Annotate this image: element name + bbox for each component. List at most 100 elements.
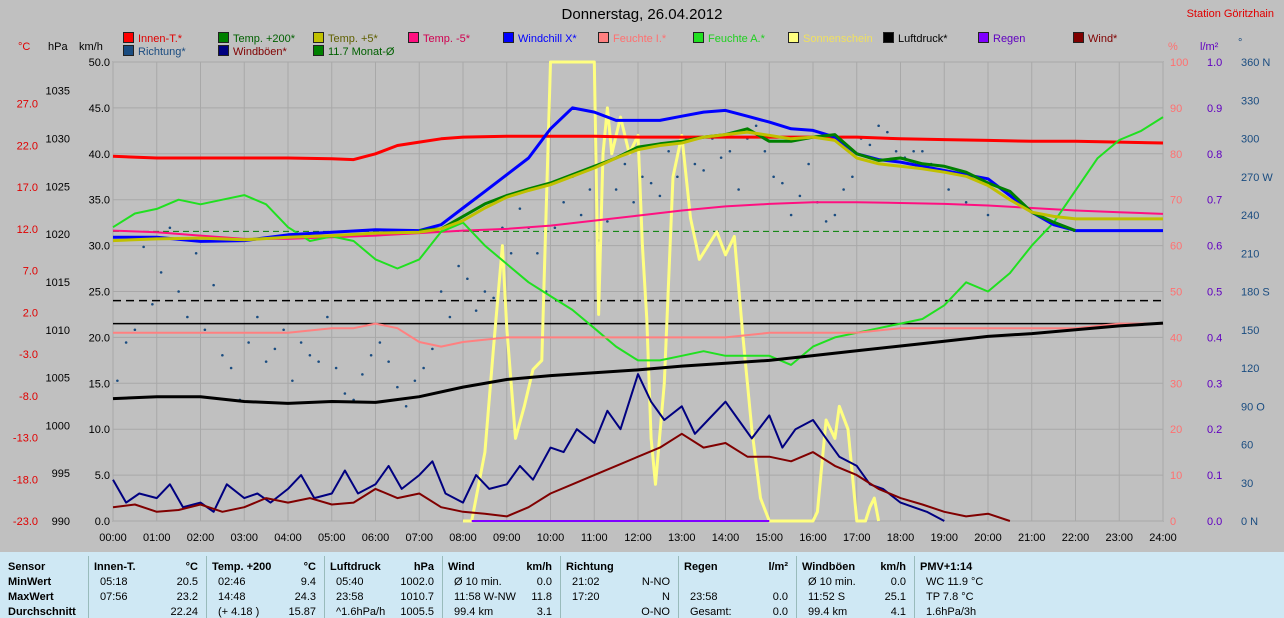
stat-label: 23:58 [690, 591, 718, 603]
direction-point [553, 226, 557, 230]
row-label: MinWert [8, 576, 52, 588]
tick-percent: 90 [1170, 103, 1182, 115]
column-header: Innen-T. [94, 561, 136, 573]
tick-x: 06:00 [362, 532, 390, 544]
legend-item: 11.7 Monat-Ø [313, 45, 394, 58]
column-unit: °C [185, 561, 198, 573]
direction-point [273, 347, 277, 351]
stat-value: 3.1 [536, 606, 552, 618]
stat-value: 22.24 [170, 606, 198, 618]
stat-value: 15.87 [288, 606, 316, 618]
stat-label: Ø 10 min. [808, 576, 856, 588]
direction-point [894, 149, 898, 153]
tick-x: 10:00 [537, 532, 565, 544]
direction-point [378, 341, 382, 344]
legend-label: Richtung* [138, 46, 186, 58]
tick-x: 22:00 [1062, 532, 1090, 544]
direction-point [851, 175, 854, 179]
direction-point [466, 277, 469, 281]
legend-label: Feuchte A.* [708, 33, 765, 45]
stat-value: 24.3 [294, 591, 316, 603]
direction-point [912, 149, 915, 153]
tick-x: 23:00 [1105, 532, 1133, 544]
direction-point [413, 379, 417, 383]
tick-kmh: 50.0 [89, 57, 110, 69]
tick-direction: 0 N [1241, 516, 1258, 528]
tick-hpa: 1010 [46, 325, 70, 337]
legend-label: Feuchte I.* [613, 33, 667, 45]
axis-header-percent: % [1168, 41, 1178, 53]
stat-label: 07:56 [100, 591, 128, 603]
direction-point [474, 309, 478, 312]
direction-point [614, 188, 618, 191]
tick-x: 02:00 [187, 532, 215, 544]
tick-rain: 0.6 [1207, 241, 1222, 253]
direction-point [886, 130, 889, 134]
direction-point [986, 213, 990, 217]
tick-direction: 90 O [1241, 401, 1265, 413]
tick-direction: 150 [1241, 325, 1259, 337]
series-line [112, 130, 1163, 243]
tick-hpa: 1030 [46, 134, 70, 146]
stat-label: 21:02 [572, 576, 600, 588]
axis-header-rain: l/m² [1200, 41, 1219, 53]
tick-x: 08:00 [449, 532, 477, 544]
direction-point [343, 392, 347, 395]
tick-x: 18:00 [887, 532, 915, 544]
tick-x: 21:00 [1018, 532, 1046, 544]
tick-x: 03:00 [230, 532, 258, 544]
tick-kmh: 15.0 [89, 378, 110, 390]
tick-kmh: 0.0 [95, 516, 110, 528]
tick-x: 17:00 [843, 532, 871, 544]
tick-direction: 60 [1241, 440, 1253, 452]
weather-chart: °C hPa km/h% l/m² ° 27.0 22.0 17.0 12.0 7.0 2.0 -3.… [13, 37, 1273, 544]
direction-point [212, 283, 215, 287]
tick-kmh: 25.0 [89, 287, 110, 299]
column-separator [914, 556, 915, 618]
tick-hpa: 1005 [46, 373, 70, 385]
column-header: Luftdruck [330, 561, 381, 573]
stat-value: 1002.0 [400, 576, 434, 588]
stat-label: 05:18 [100, 576, 128, 588]
direction-point [396, 385, 399, 389]
legend-label: Temp. +5* [328, 33, 378, 45]
legend-swatch [218, 45, 229, 56]
direction-point [964, 200, 968, 204]
column-separator [560, 556, 561, 618]
direction-point [317, 360, 320, 363]
direction-point [509, 251, 513, 255]
direction-point [518, 207, 522, 210]
tick-kmh: 10.0 [89, 424, 110, 436]
tick-rain: 0.2 [1207, 424, 1222, 436]
direction-point [186, 315, 189, 319]
tick-x: 24:00 [1149, 532, 1177, 544]
tick-rain: 0.8 [1207, 149, 1222, 161]
direction-point [291, 379, 294, 383]
direction-point [194, 251, 198, 255]
tick-direction: 120 [1241, 363, 1259, 375]
column-unit: km/h [880, 561, 906, 573]
tick-x: 20:00 [974, 532, 1002, 544]
legend-swatch [123, 45, 134, 56]
tick-kmh: 5.0 [95, 470, 110, 482]
stat-label: 99.4 km [454, 606, 494, 618]
legend-label: Windböen* [233, 46, 287, 58]
stat-label: ^1.6hPa/h [336, 606, 386, 618]
direction-point [623, 162, 627, 166]
column-separator [678, 556, 679, 618]
direction-point [326, 315, 329, 319]
column-separator [442, 556, 443, 618]
stat-label: 14:48 [218, 591, 246, 603]
direction-point [168, 226, 172, 230]
tick-percent: 30 [1170, 378, 1182, 390]
stat-label: 05:40 [336, 576, 364, 588]
direction-point [606, 220, 609, 223]
stat-value: N-NO [641, 576, 670, 588]
tick-rain: 0.5 [1207, 287, 1222, 299]
direction-point [763, 149, 767, 153]
legend-label: Luftdruck* [898, 33, 948, 45]
direction-point [824, 220, 828, 223]
axis-header-hpa: hPa [48, 41, 68, 53]
legend-swatch [598, 32, 609, 43]
column-header: Temp. +200 [212, 561, 272, 573]
